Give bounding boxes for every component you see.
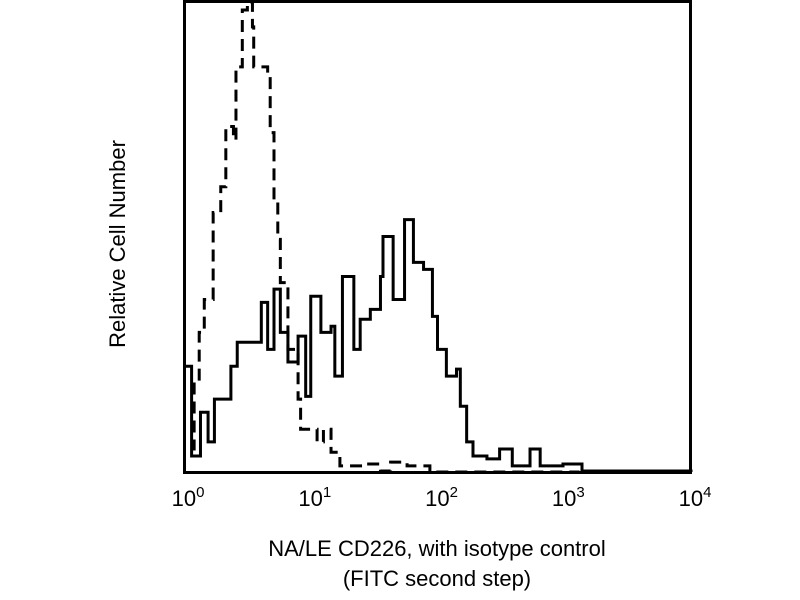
x-tick-label: 102 [425,484,458,512]
cd226-series [184,218,693,473]
x-tick-base: 10 [298,486,323,511]
x-tick-base: 10 [678,486,704,511]
plot-frame [183,0,692,474]
x-tick-label: 104 [679,484,712,512]
x-tick-label: 101 [298,484,331,512]
x-tick-exponent: 4 [703,484,712,501]
x-tick-exponent: 2 [449,484,458,501]
x-axis-label-line1: NA/LE CD226, with isotype control [268,536,606,561]
x-tick-label: 103 [552,484,585,512]
x-tick-base: 10 [171,486,197,511]
x-axis-label-line2: (FITC second step) [342,566,532,591]
isotype-control-series [191,0,580,474]
x-tick-exponent: 1 [322,484,332,501]
y-axis-label: Relative Cell Number [105,140,130,348]
x-tick-label: 100 [172,484,205,512]
x-tick-exponent: 3 [576,484,585,501]
x-tick-exponent: 0 [196,484,205,501]
x-tick-base: 10 [425,486,450,511]
x-tick-base: 10 [551,486,577,511]
